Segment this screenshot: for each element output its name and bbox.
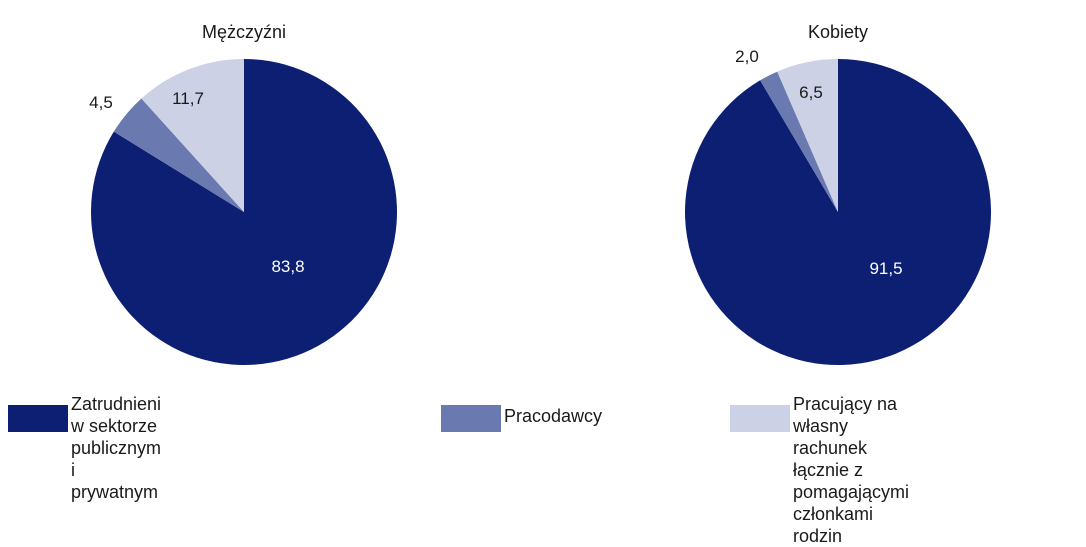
pie-women-slice-self-employed — [777, 59, 838, 212]
pie-men-title: Mężczyźni — [202, 22, 286, 42]
pie-men-slice-employers — [113, 98, 244, 212]
pie-women-label-self-employed: 6,5 — [799, 83, 823, 102]
legend-swatch-self-employed — [730, 405, 790, 432]
pie-men-label-employers: 4,5 — [89, 93, 113, 112]
legend-swatch-employers — [441, 405, 501, 432]
pie-men-slice-employees — [91, 59, 398, 365]
legend-label-self-employed: Pracujący na własny rachunek łącznie z p… — [793, 394, 910, 546]
pie-women-slice-employees — [685, 59, 992, 365]
pie-women-slice-employers — [760, 71, 838, 212]
pie-women-label-employers: 2,0 — [735, 47, 759, 66]
pie-charts: Mężczyźni 83,8 4,5 11,7 Kobiety 91,5 2,0 6,5 — [89, 22, 992, 365]
legend-swatch-employees — [8, 405, 68, 432]
pie-men-slice-self-employed — [141, 59, 244, 212]
legend-label-employers: Pracodawcy — [504, 406, 603, 426]
pie-women-title: Kobiety — [808, 22, 868, 42]
pie-men-label-self-employed: 11,7 — [172, 89, 204, 108]
legend-label-employees: Zatrudnieni w sektorze publicznym i pryw… — [71, 394, 162, 502]
pie-men-label-employees: 83,8 — [271, 257, 304, 276]
pie-women-label-employees: 91,5 — [869, 259, 902, 278]
